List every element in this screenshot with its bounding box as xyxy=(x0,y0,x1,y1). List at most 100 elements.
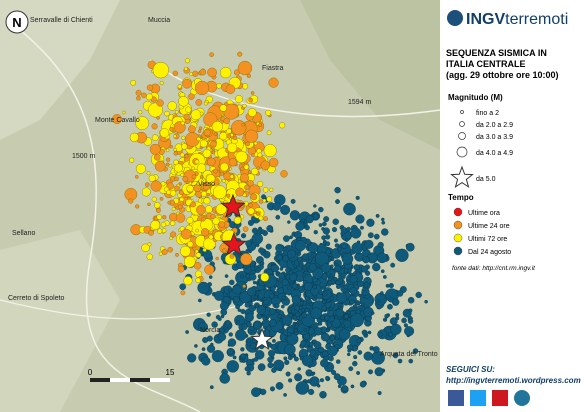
event-dot xyxy=(351,242,363,254)
event-dot xyxy=(327,309,334,317)
event-dot xyxy=(266,196,273,203)
place-label: Serravalle di Chienti xyxy=(30,17,93,24)
event-dot xyxy=(219,373,231,384)
legend-label: da 4.0 a 4.9 xyxy=(476,150,513,157)
event-dot xyxy=(205,205,213,214)
event-dot xyxy=(305,215,314,224)
event-dot xyxy=(177,84,182,89)
event-dot xyxy=(327,298,331,302)
event-dot xyxy=(197,298,202,303)
event-dot xyxy=(243,164,250,170)
event-dot xyxy=(384,313,390,319)
event-dot xyxy=(405,242,415,252)
event-dot xyxy=(174,110,179,114)
event-dot xyxy=(255,304,259,309)
event-dot xyxy=(322,300,326,305)
event-dot xyxy=(148,230,154,236)
place-label: Arquata del Tronto xyxy=(380,351,438,358)
event-dot xyxy=(284,359,290,365)
event-dot xyxy=(211,321,218,328)
event-dot xyxy=(167,246,173,253)
event-dot xyxy=(242,103,247,108)
event-dot xyxy=(234,95,243,103)
event-dot xyxy=(381,228,389,236)
event-dot xyxy=(287,249,296,259)
event-dot xyxy=(196,136,201,142)
event-dot xyxy=(240,166,245,171)
event-dot xyxy=(313,204,317,208)
event-dot xyxy=(395,248,409,262)
event-dot xyxy=(186,216,194,224)
event-dot xyxy=(328,355,334,362)
source: fonte dati: http://cnt.rm.ingv.it xyxy=(452,265,536,272)
event-dot xyxy=(308,342,314,347)
follow-url[interactable]: http://ingvterremoti.wordpress.com xyxy=(446,376,581,385)
event-dot xyxy=(199,68,207,76)
follow-label: SEGUICI SU: xyxy=(446,365,495,374)
event-dot xyxy=(318,206,324,213)
event-dot xyxy=(152,62,169,79)
event-dot xyxy=(289,210,301,221)
event-dot xyxy=(327,280,332,285)
event-dot xyxy=(374,367,384,377)
event-dot xyxy=(211,350,224,363)
event-dot xyxy=(219,162,229,172)
event-dot xyxy=(245,240,252,247)
event-dot xyxy=(164,110,170,117)
event-dot xyxy=(191,174,197,180)
event-dot xyxy=(216,83,222,89)
event-dot xyxy=(357,350,363,355)
event-dot xyxy=(321,235,326,241)
event-dot xyxy=(387,331,394,338)
legend-label: da 3.0 a 3.9 xyxy=(476,134,513,141)
star xyxy=(450,165,474,189)
event-dot xyxy=(159,81,164,85)
event-dot xyxy=(226,193,231,198)
event-dot xyxy=(350,313,364,328)
event-dot xyxy=(135,163,146,174)
event-dot xyxy=(186,185,194,193)
event-dot xyxy=(146,93,153,101)
wordpress-icon[interactable] xyxy=(514,390,530,406)
event-dot xyxy=(199,139,208,148)
event-dot xyxy=(276,254,283,261)
event-dot xyxy=(160,221,167,228)
event-dot xyxy=(336,359,341,364)
event-dot xyxy=(334,265,342,272)
event-dot xyxy=(268,157,279,168)
event-dot xyxy=(151,134,159,141)
event-dot xyxy=(212,217,220,225)
twitter-icon[interactable] xyxy=(470,390,486,406)
event-dot xyxy=(235,304,240,310)
event-dot xyxy=(367,330,372,335)
event-dot xyxy=(302,253,309,260)
title: SEQUENZA SISMICA IN xyxy=(446,48,547,58)
event-dot xyxy=(219,171,224,176)
event-dot xyxy=(219,104,227,112)
place-label: 1594 m xyxy=(348,99,372,106)
event-dot xyxy=(241,323,248,330)
event-dot xyxy=(165,162,170,167)
legend-symbol xyxy=(459,121,465,127)
legend-label: da 2.0 a 2.9 xyxy=(476,122,513,129)
event-dot xyxy=(247,219,254,226)
event-dot xyxy=(239,358,244,363)
event-dot xyxy=(263,299,270,306)
event-dot xyxy=(380,291,384,295)
facebook-icon[interactable] xyxy=(448,390,464,406)
legend-title: Tempo xyxy=(448,193,474,202)
event-dot xyxy=(246,287,256,297)
event-dot xyxy=(323,216,330,223)
event-dot xyxy=(303,328,308,332)
event-dot xyxy=(277,287,285,294)
youtube-icon[interactable] xyxy=(492,390,508,406)
event-dot xyxy=(175,252,179,257)
event-dot xyxy=(195,191,202,198)
event-dot xyxy=(194,344,198,348)
event-dot xyxy=(141,92,147,98)
event-dot xyxy=(391,298,400,306)
event-dot xyxy=(269,187,274,192)
event-dot xyxy=(309,349,317,357)
event-dot xyxy=(213,168,219,174)
event-dot xyxy=(165,148,170,153)
